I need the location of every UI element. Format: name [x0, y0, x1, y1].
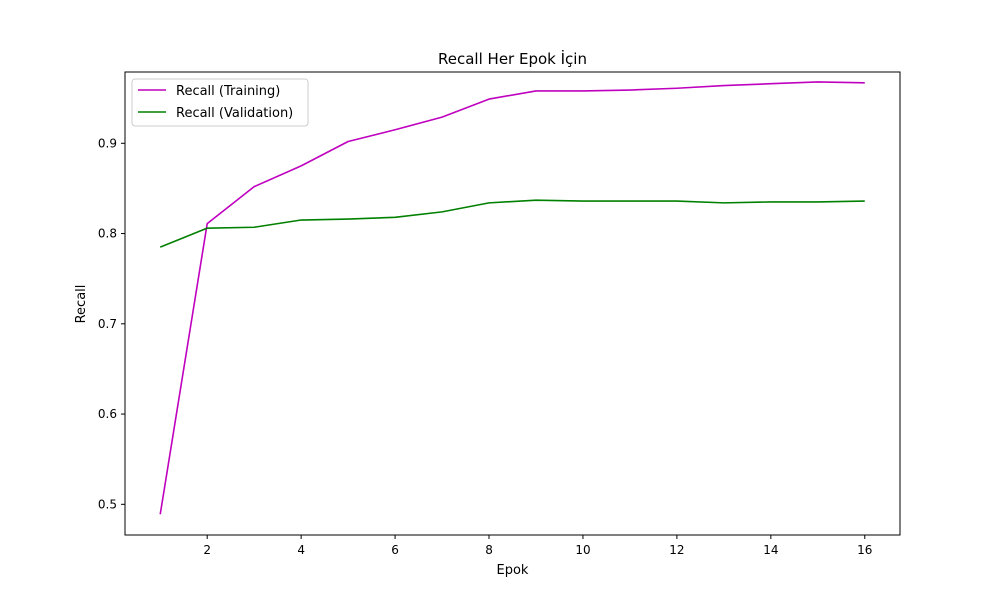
series-line-0	[159, 81, 865, 515]
chart-title: Recall Her Epok İçin	[438, 49, 587, 68]
y-tick-label: 0.6	[98, 407, 117, 421]
x-tick-label: 10	[575, 543, 590, 557]
y-tick-label: 0.5	[98, 497, 117, 511]
x-tick-label: 16	[857, 543, 872, 557]
legend-label-1: Recall (Validation)	[176, 106, 293, 121]
x-tick-label: 12	[669, 543, 684, 557]
x-axis: 2 4 6 8 10 12 14 16	[203, 535, 872, 557]
legend-label-0: Recall (Training)	[176, 84, 280, 99]
series-line-1	[159, 199, 865, 248]
legend: Recall (Training) Recall (Validation)	[131, 78, 309, 127]
plot-area	[159, 81, 865, 515]
y-tick-label: 0.9	[98, 136, 117, 150]
x-tick-label: 4	[297, 543, 305, 557]
y-tick-label: 0.7	[98, 317, 117, 331]
legend-box	[131, 78, 309, 127]
x-tick-label: 6	[391, 543, 399, 557]
plot-frame	[124, 71, 901, 536]
x-axis-label: Epok	[497, 563, 529, 578]
y-tick-label: 0.8	[98, 227, 117, 241]
y-axis: 0.5 0.6 0.7 0.8 0.9	[98, 136, 125, 511]
x-tick-label: 2	[203, 543, 211, 557]
y-axis-label: Recall	[74, 285, 89, 324]
x-tick-label: 14	[763, 543, 778, 557]
x-tick-label: 8	[485, 543, 493, 557]
